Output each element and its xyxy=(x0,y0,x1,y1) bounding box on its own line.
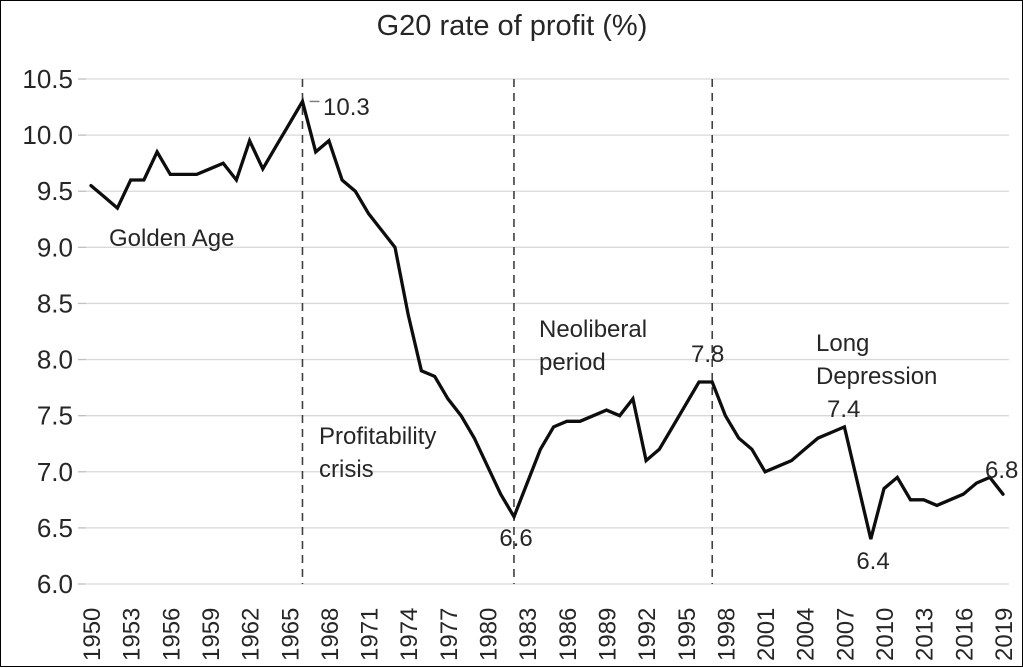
x-axis-label: 1977 xyxy=(436,608,463,661)
x-axis-label: 1965 xyxy=(277,608,304,661)
y-axis-label: 8.0 xyxy=(37,345,73,375)
x-axis-label: 1998 xyxy=(713,608,740,661)
x-axis-label: 1959 xyxy=(198,608,225,661)
x-axis-label: 1953 xyxy=(119,608,146,661)
point-label-7-8: 7.8 xyxy=(691,341,724,368)
y-axis-label: 7.5 xyxy=(37,401,73,431)
y-axis-label: 8.5 xyxy=(37,288,73,318)
y-axis-label: 7.0 xyxy=(37,457,73,487)
annotation-line: period xyxy=(539,349,606,376)
x-axis-label: 1989 xyxy=(594,608,621,661)
x-axis-label: 1995 xyxy=(674,608,701,661)
y-axis-label: 10.5 xyxy=(22,64,73,94)
point-label-10-3: 10.3 xyxy=(323,94,370,121)
annotation-long-depression: Long Depression xyxy=(816,330,937,390)
point-label-6-8: 6.8 xyxy=(985,457,1018,484)
y-axis-label: 6.0 xyxy=(37,569,73,599)
x-axis-label: 1962 xyxy=(238,608,265,661)
annotation-neoliberal-period: Neoliberal period xyxy=(539,316,647,376)
x-axis-label: 1980 xyxy=(476,608,503,661)
annotation-profitability-crisis: Profitability crisis xyxy=(319,423,436,483)
data-point-labels-group: 10.3 6.6 7.8 7.4 6.4 6.8 xyxy=(309,94,1018,575)
point-label-6-4: 6.4 xyxy=(856,548,889,575)
annotation-line: Golden Age xyxy=(109,225,234,252)
x-axis-label: 1971 xyxy=(357,608,384,661)
x-axis-label: 1974 xyxy=(396,608,423,661)
point-label-7-4: 7.4 xyxy=(827,396,860,423)
annotation-line: crisis xyxy=(319,456,374,483)
x-axis-label: 1968 xyxy=(317,608,344,661)
dashed-period-dividers-group xyxy=(301,79,714,584)
x-axis-label: 2004 xyxy=(793,608,820,661)
annotation-line: Neoliberal xyxy=(539,316,647,343)
profit-rate-series-group xyxy=(89,97,1005,540)
y-axis-label: 9.0 xyxy=(37,232,73,262)
x-axis-label: 2019 xyxy=(991,608,1018,661)
x-axis-label: 2013 xyxy=(912,608,939,661)
x-axis-label: 2001 xyxy=(753,608,780,661)
x-axis-label: 1950 xyxy=(79,608,106,661)
annotation-golden-age: Golden Age xyxy=(109,225,234,252)
x-axis-label: 1986 xyxy=(555,608,582,661)
y-axis-labels-group: 10.5 10.0 9.5 9.0 8.5 8.0 7.5 7.0 6.5 6.0 xyxy=(22,64,73,599)
period-annotations-group: Golden Age Profitability crisis Neoliberal p… xyxy=(109,225,937,483)
x-axis-label: 1956 xyxy=(158,608,185,661)
y-axis-label: 10.0 xyxy=(22,120,73,150)
x-axis-label: 1983 xyxy=(515,608,542,661)
x-axis-label: 1992 xyxy=(634,608,661,661)
annotation-line: Profitability xyxy=(319,423,436,450)
x-axis-labels-group: 1950 1953 1956 1959 1962 1965 1968 1971 1974 1977… xyxy=(79,608,1018,661)
gridlines-group xyxy=(86,78,1009,585)
profit-rate-line xyxy=(89,97,1005,540)
y-axis-ticks-group xyxy=(78,78,86,585)
x-axis-label: 2010 xyxy=(872,608,899,661)
x-axis-label: 2007 xyxy=(832,608,859,661)
x-axis-label: 2016 xyxy=(951,608,978,661)
annotation-line: Long xyxy=(816,330,869,357)
y-axis-label: 6.5 xyxy=(37,513,73,543)
annotation-line: Depression xyxy=(816,363,937,390)
chart-title: G20 rate of profit (%) xyxy=(377,10,648,42)
y-axis-label: 9.5 xyxy=(37,176,73,206)
point-label-6-6: 6.6 xyxy=(499,525,532,552)
